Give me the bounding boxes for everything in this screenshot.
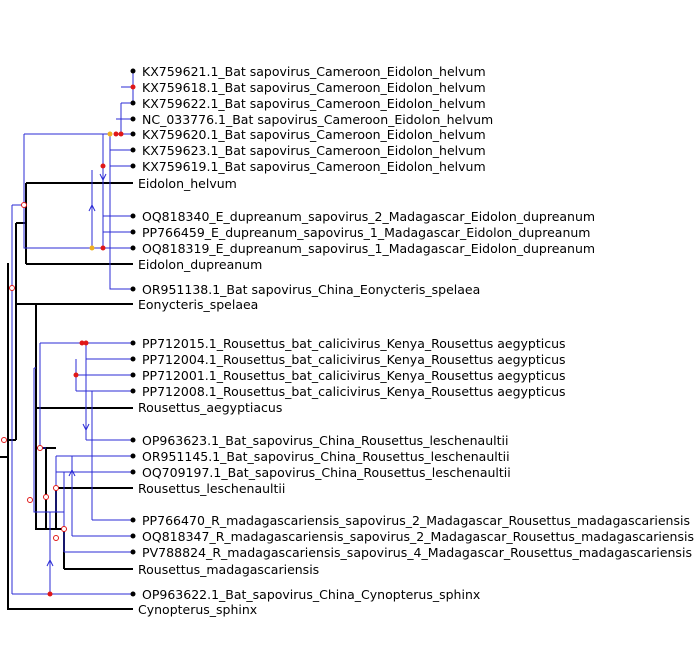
- loss-node: [61, 526, 67, 532]
- virus-tip-label: PP712015.1_Rousettus_bat_calicivirus_Ken…: [142, 336, 566, 351]
- virus-tip-label: NC_033776.1_Bat sapovirus_Cameroon_Eidol…: [142, 112, 493, 127]
- host-tip-label: Cynopterus_sphinx: [138, 602, 257, 617]
- loss-node: [53, 535, 59, 541]
- cospeciation-node: [100, 245, 106, 251]
- cospeciation-node: [73, 372, 79, 378]
- cospeciation-node: [100, 163, 106, 169]
- virus-tip-label: OR951138.1_Bat sapovirus_China_Eonycteri…: [142, 282, 480, 297]
- cospeciation-node: [113, 131, 119, 137]
- virus-tip-label: KX759622.1_Bat sapovirus_Cameroon_Eidolo…: [142, 96, 486, 111]
- host-tree: [0, 182, 133, 610]
- host-tip-label: Rousettus_aegyptiacus: [138, 400, 282, 415]
- virus-tip-label: PP712001.1_Rousettus_bat_calicivirus_Ken…: [142, 368, 566, 383]
- virus-tip-label: KX759623.1_Bat sapovirus_Cameroon_Eidolo…: [142, 143, 486, 158]
- loss-node: [27, 497, 33, 503]
- virus-tip-label: PP766459_E_dupreanum_sapovirus_1_Madagas…: [142, 225, 590, 240]
- virus-tip-label: OP963623.1_Bat_sapovirus_China_Rousettus…: [142, 433, 508, 448]
- virus-tip-label: OQ818340_E_dupreanum_sapovirus_2_Madagas…: [142, 209, 595, 224]
- virus-tip-label: PP712004.1_Rousettus_bat_calicivirus_Ken…: [142, 352, 566, 367]
- host-tip-label: Rousettus_madagascariensis: [138, 562, 319, 577]
- cospeciation-node: [118, 131, 124, 137]
- virus-tip-label: OQ818347_R_madagascariensis_sapovirus_2_…: [142, 529, 694, 544]
- virus-tip-label: OP963622.1_Bat_sapovirus_China_Cynopteru…: [142, 587, 480, 602]
- virus-tip-label: KX759619.1_Bat sapovirus_Cameroon_Eidolo…: [142, 159, 486, 174]
- virus-tip-label: KX759621.1_Bat sapovirus_Cameroon_Eidolo…: [142, 64, 486, 79]
- host-tip-label: Eidolon_dupreanum: [138, 257, 262, 272]
- tip-labels: KX759621.1_Bat sapovirus_Cameroon_Eidolo…: [138, 64, 694, 617]
- loss-node: [1, 437, 7, 443]
- virus-tip-label: KX759620.1_Bat sapovirus_Cameroon_Eidolo…: [142, 127, 486, 142]
- virus-tip-label: KX759618.1_Bat sapovirus_Cameroon_Eidolo…: [142, 80, 486, 95]
- virus-tip-label: PP712008.1_Rousettus_bat_calicivirus_Ken…: [142, 384, 566, 399]
- cospeciation-node: [130, 84, 136, 90]
- virus-tip-label: PV788824_R_madagascariensis_sapovirus_4_…: [142, 545, 692, 560]
- host-switch-arrows: [33, 170, 107, 590]
- loss-node: [53, 485, 59, 491]
- duplication-node: [107, 131, 113, 137]
- host-tip-label: Eidolon_helvum: [138, 176, 237, 191]
- event-markers: [1, 68, 136, 597]
- virus-tree: [11, 71, 134, 595]
- host-tip-label: Eonycteris_spelaea: [138, 297, 258, 312]
- cospeciation-node: [79, 340, 85, 346]
- host-tip-label: Rousettus_leschenaultii: [138, 481, 285, 496]
- cospeciation-node: [130, 68, 136, 74]
- loss-node: [43, 494, 49, 500]
- loss-node: [37, 445, 43, 451]
- virus-tip-label: OQ818319_E_dupreanum_sapovirus_1_Madagas…: [142, 241, 595, 256]
- loss-node: [9, 285, 15, 291]
- cospeciation-node: [47, 591, 53, 597]
- virus-tip-dots: [130, 100, 136, 597]
- loss-node: [21, 202, 27, 208]
- virus-tip-label: OR951145.1_Bat_sapovirus_China_Rousettus…: [142, 449, 510, 464]
- virus-tip-label: OQ709197.1_Bat_sapovirus_China_Rousettus…: [142, 465, 511, 480]
- cospeciation-node: [83, 340, 89, 346]
- duplication-node: [89, 245, 95, 251]
- virus-tip-label: PP766470_R_madagascariensis_sapovirus_2_…: [142, 513, 690, 528]
